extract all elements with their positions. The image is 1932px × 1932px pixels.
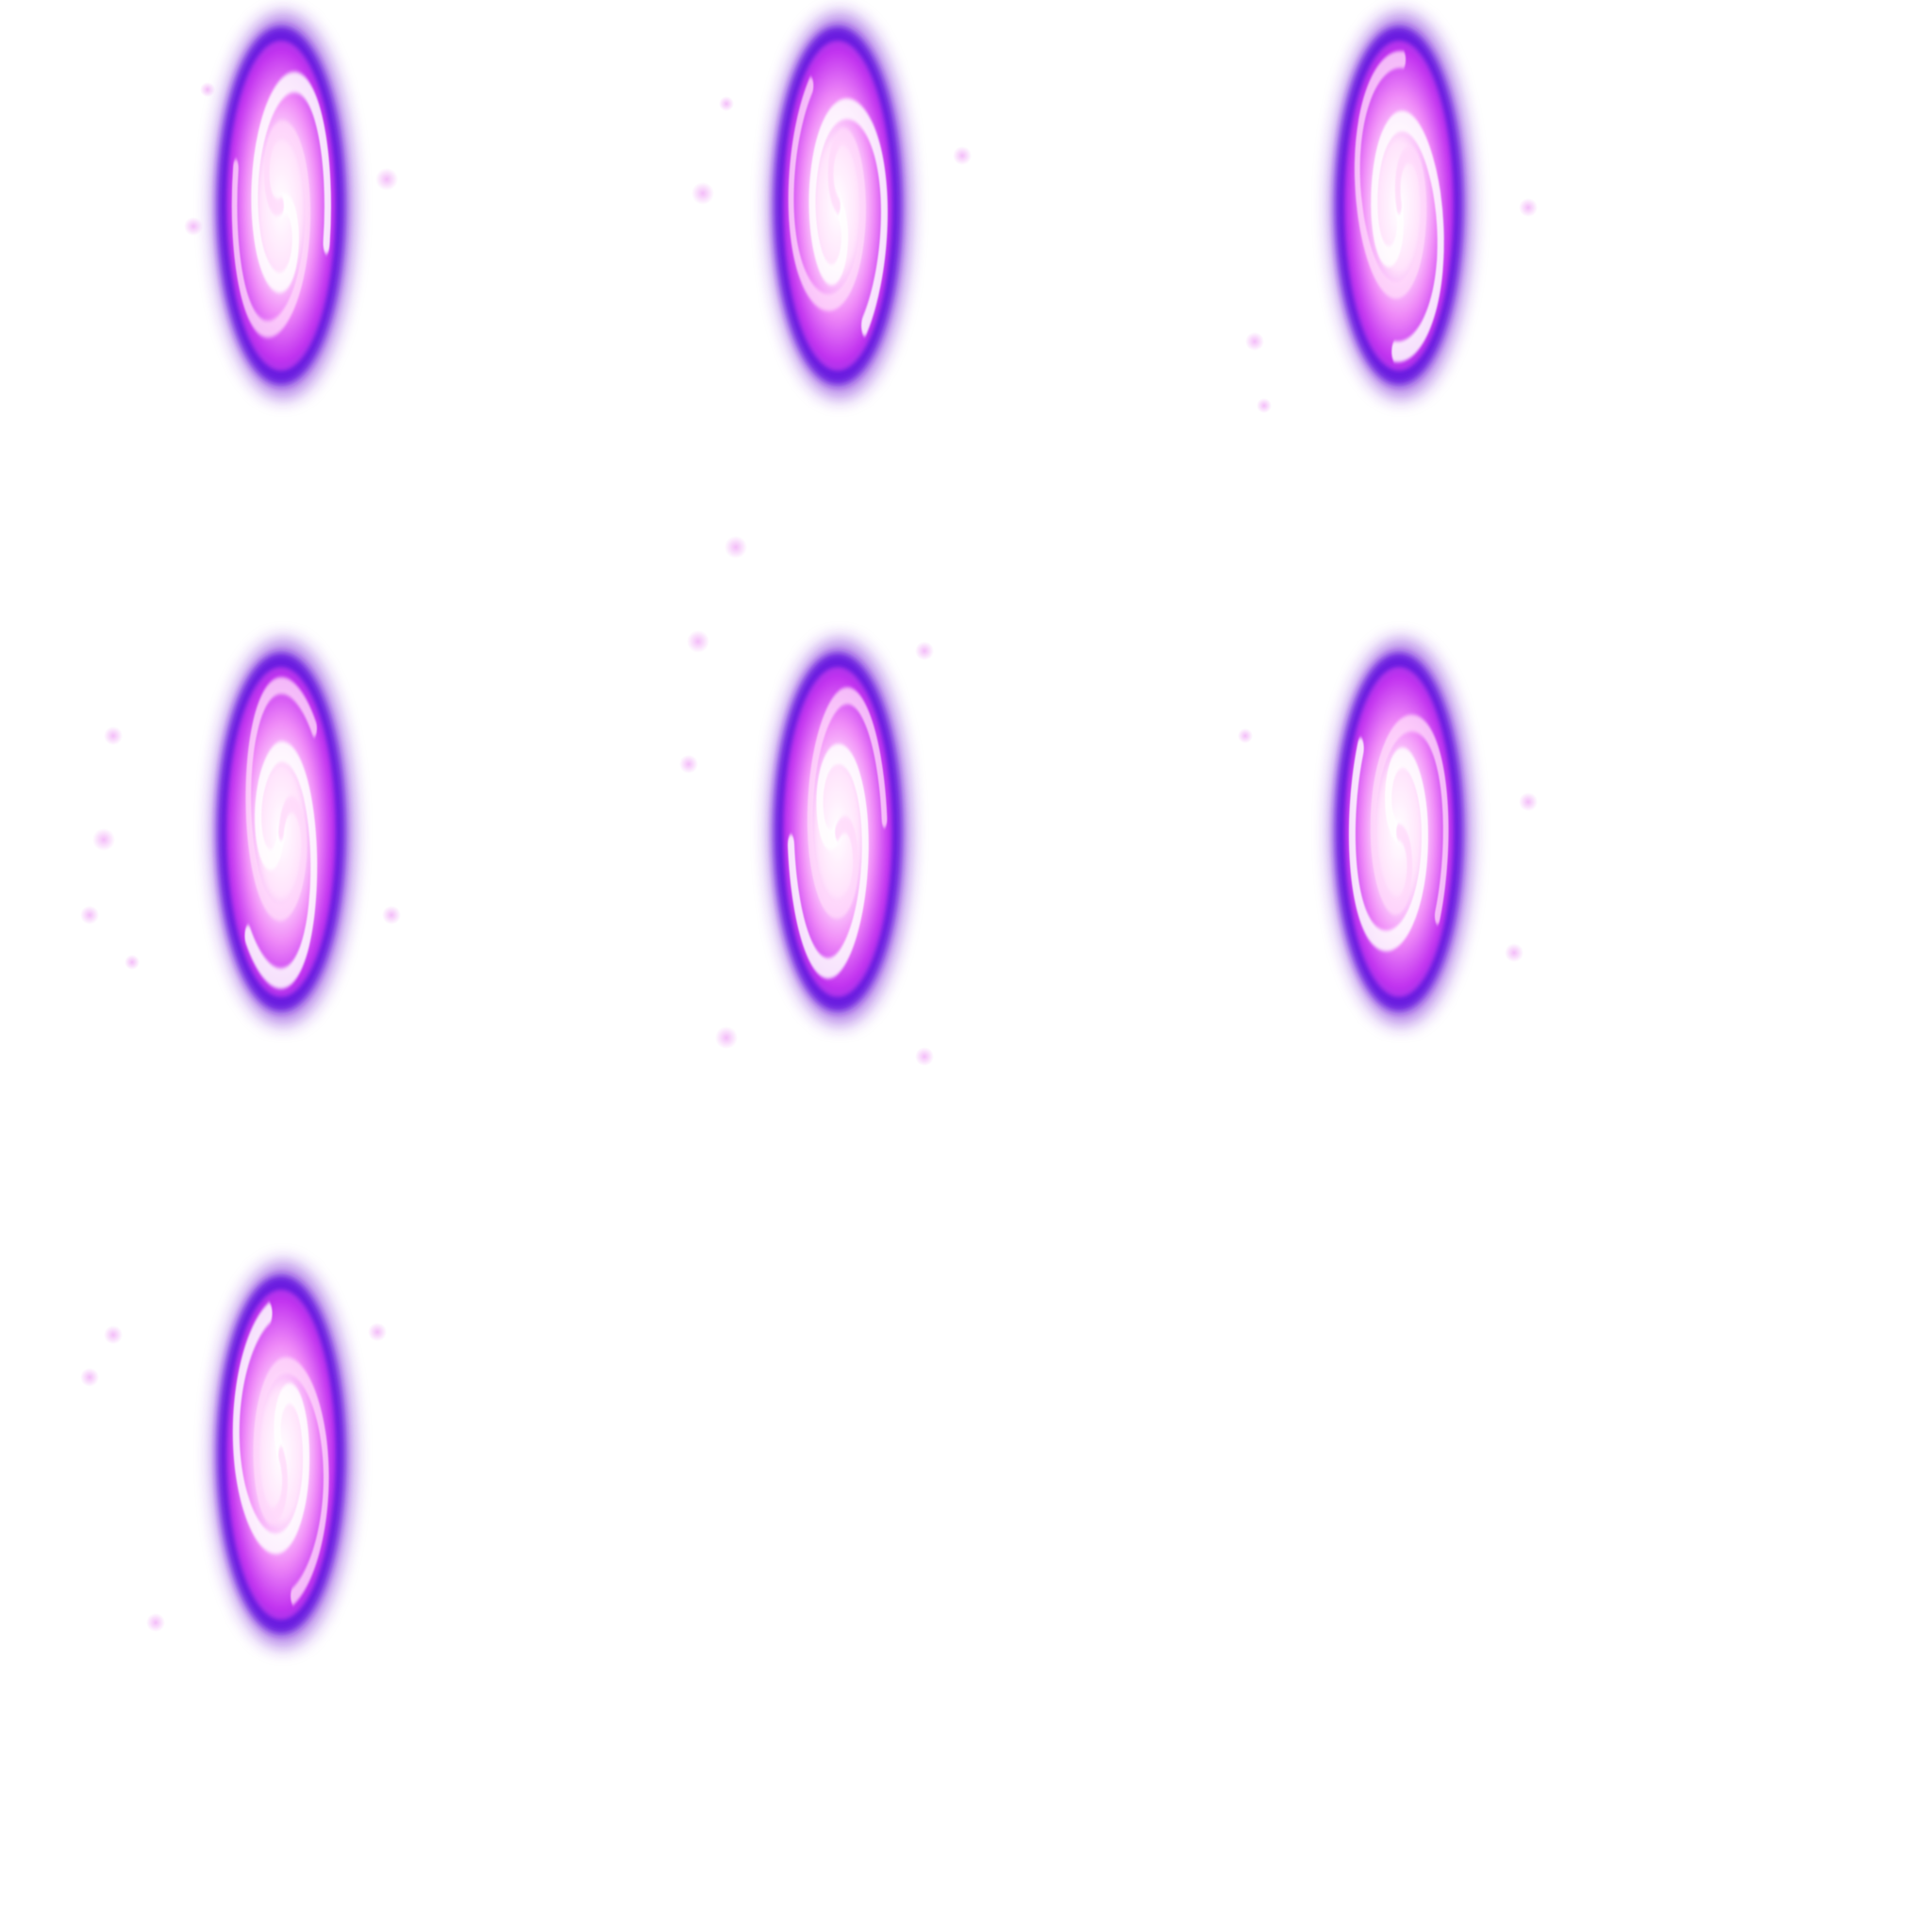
portal-sprite (691, 12, 972, 558)
portal-sprite (80, 639, 401, 1025)
swirl-core (231, 72, 331, 338)
swirl-core (1355, 51, 1444, 362)
swirl-core (232, 1303, 329, 1605)
portal-frame-7 (80, 1132, 387, 1698)
portal-sprite (80, 1261, 387, 1648)
sparkles (691, 96, 972, 558)
sparkles (184, 82, 398, 236)
portal-sprite (1238, 639, 1538, 1025)
portal-sprite (1245, 12, 1538, 413)
sparkles (80, 1323, 387, 1632)
sparkles (1245, 198, 1538, 413)
portal-frame-4 (80, 566, 401, 1132)
swirl-core (788, 76, 888, 337)
swirl-core (244, 676, 318, 990)
portal-frame-3 (1226, 0, 1538, 566)
swirl-core (787, 687, 888, 979)
portal-frame-2 (660, 0, 972, 566)
swirl-core (1348, 714, 1449, 952)
portal-frame-1 (94, 0, 398, 566)
sparkles (679, 630, 934, 1066)
portal-frame-6 (1226, 566, 1538, 1132)
sparkles (80, 726, 401, 970)
portal-frame-5 (660, 566, 943, 1132)
sparkles (1238, 728, 1538, 962)
portal-sprite (679, 630, 934, 1066)
portal-sprite (184, 12, 398, 399)
